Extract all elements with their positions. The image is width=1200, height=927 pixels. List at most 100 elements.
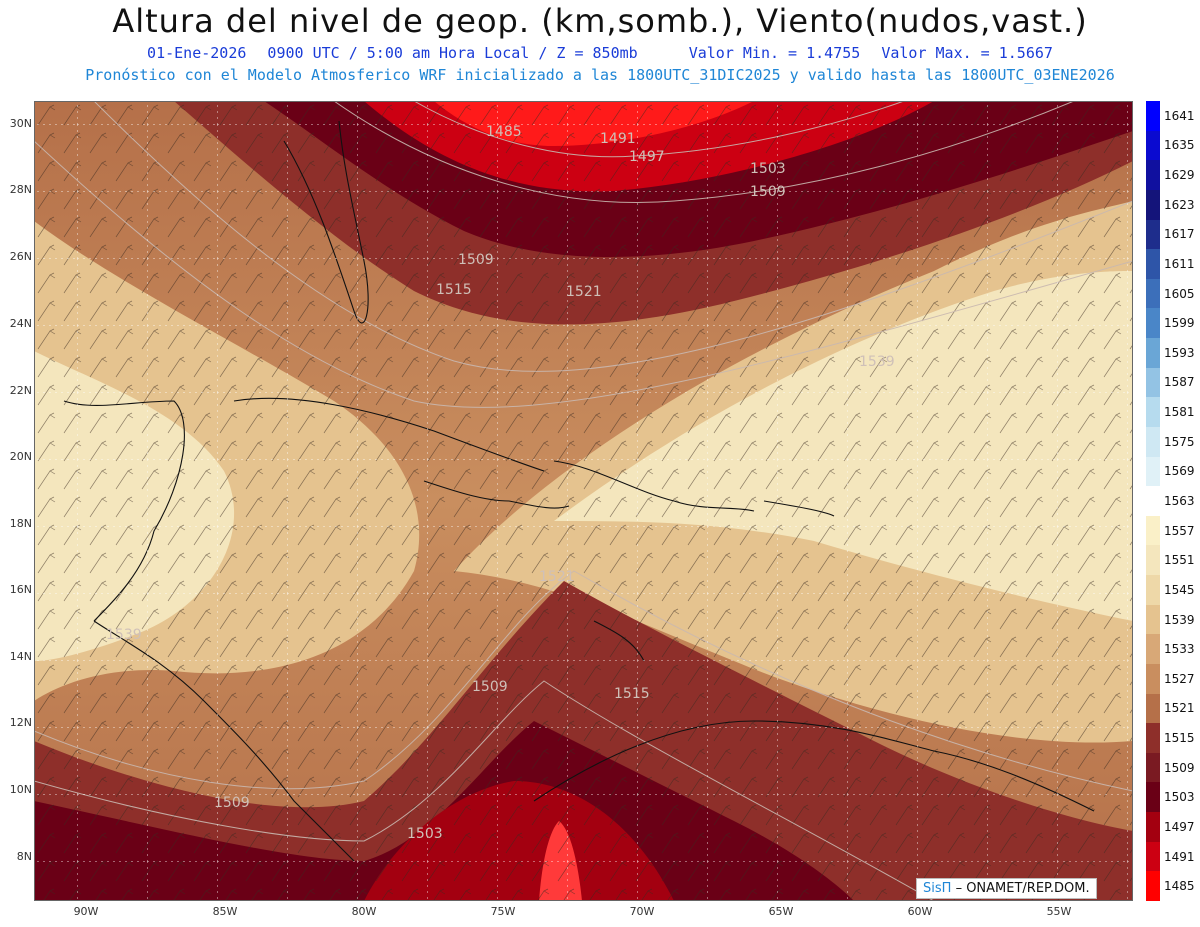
lat-tick-label: 26N xyxy=(9,250,32,263)
colorbar-segment xyxy=(1146,338,1160,369)
colorbar-label: 1575 xyxy=(1164,434,1195,449)
contour-label: 1539 xyxy=(106,627,142,643)
credit-box: SisΠ – ONAMET/REP.DOM. xyxy=(916,878,1097,899)
colorbar-segment xyxy=(1146,782,1160,813)
colorbar-label: 1569 xyxy=(1164,464,1195,479)
lon-tick-label: 80W xyxy=(351,905,377,918)
colorbar-segment xyxy=(1146,545,1160,576)
colorbar-segment xyxy=(1146,871,1160,902)
colorbar-segment xyxy=(1146,723,1160,754)
colorbar xyxy=(1146,101,1160,902)
contour-label: 1515 xyxy=(614,686,650,702)
colorbar-label: 1539 xyxy=(1164,612,1195,627)
min-value: Valor Min. = 1.4755 xyxy=(688,44,861,62)
geopotential-map: 1485 1491 1497 1503 1509 1509 1515 1521 … xyxy=(34,101,1133,901)
colorbar-label: 1581 xyxy=(1164,405,1195,420)
colorbar-label: 1497 xyxy=(1164,819,1195,834)
contour-label-group: 1485 1491 1497 1503 1509 1509 1515 1521 … xyxy=(106,124,895,842)
contour-label: 1515 xyxy=(436,282,472,298)
contour-label: 1497 xyxy=(629,149,665,165)
colorbar-segment xyxy=(1146,278,1160,309)
colorbar-label: 1611 xyxy=(1164,256,1195,271)
onamet-label: – ONAMET/REP.DOM. xyxy=(955,881,1090,896)
colorbar-segment xyxy=(1146,515,1160,546)
colorbar-label: 1545 xyxy=(1164,582,1195,597)
colorbar-label: 1509 xyxy=(1164,760,1195,775)
map-canvas: 1485 1491 1497 1503 1509 1509 1515 1521 … xyxy=(34,101,1133,901)
lat-tick-label: 16N xyxy=(9,583,32,596)
contour-label: 1521 xyxy=(566,284,602,300)
colorbar-label: 1587 xyxy=(1164,375,1195,390)
lat-tick-label: 20N xyxy=(9,450,32,463)
colorbar-segment xyxy=(1146,367,1160,398)
lat-tick-label: 28N xyxy=(9,183,32,196)
colorbar-label: 1527 xyxy=(1164,671,1195,686)
contour-label: 1485 xyxy=(486,124,522,140)
sispi-logo: SisΠ xyxy=(923,881,952,896)
colorbar-label: 1593 xyxy=(1164,345,1195,360)
colorbar-label: 1533 xyxy=(1164,642,1195,657)
contour-label: 1509 xyxy=(472,679,508,695)
colorbar-segment xyxy=(1146,189,1160,220)
colorbar-label: 1623 xyxy=(1164,197,1195,212)
colorbar-label: 1503 xyxy=(1164,790,1195,805)
colorbar-segment xyxy=(1146,456,1160,487)
colorbar-segment xyxy=(1146,663,1160,695)
colorbar-segment xyxy=(1146,752,1160,783)
colorbar-segment xyxy=(1146,841,1160,872)
colorbar-label: 1491 xyxy=(1164,849,1195,864)
colorbar-segment xyxy=(1146,634,1160,665)
colorbar-label: 1551 xyxy=(1164,553,1195,568)
lat-tick-label: 18N xyxy=(9,517,32,530)
colorbar-label: 1515 xyxy=(1164,731,1195,746)
colorbar-segment xyxy=(1146,426,1160,458)
lat-tick-label: 24N xyxy=(9,317,32,330)
lon-tick-label: 70W xyxy=(629,905,655,918)
colorbar-segment xyxy=(1146,812,1160,843)
lat-tick-label: 30N xyxy=(9,117,32,130)
colorbar-label: 1635 xyxy=(1164,138,1195,153)
lon-tick-label: 90W xyxy=(73,905,99,918)
colorbar-label: 1521 xyxy=(1164,701,1195,716)
colorbar-segment xyxy=(1146,130,1160,161)
model-info-line: Pronóstico con el Modelo Atmosferico WRF… xyxy=(85,66,1115,84)
lat-tick-label: 10N xyxy=(9,783,32,796)
map-frame xyxy=(34,101,1133,901)
contour-label: 1491 xyxy=(600,131,636,147)
max-value: Valor Max. = 1.5667 xyxy=(881,44,1053,62)
lat-tick-label: 8N xyxy=(16,850,32,863)
colorbar-segment xyxy=(1146,219,1160,250)
colorbar-segment xyxy=(1146,101,1160,132)
lon-tick-label: 85W xyxy=(212,905,238,918)
colorbar-label: 1557 xyxy=(1164,523,1195,538)
colorbar-label: 1485 xyxy=(1164,879,1195,894)
colorbar-segment xyxy=(1146,693,1160,724)
lon-tick-label: 75W xyxy=(490,905,516,918)
lat-tick-label: 14N xyxy=(9,650,32,663)
lon-tick-label: 55W xyxy=(1046,905,1072,918)
valid-time-line: 01-Ene-2026 0900 UTC / 5:00 am Hora Loca… xyxy=(0,44,1200,62)
colorbar-label: 1617 xyxy=(1164,227,1195,242)
lon-tick-label: 60W xyxy=(907,905,933,918)
colorbar-segment xyxy=(1146,308,1160,339)
forecast-time: 0900 UTC / 5:00 am Hora Local / Z = 850m… xyxy=(267,44,638,62)
colorbar-segment xyxy=(1146,249,1160,280)
contour-label: 1509 xyxy=(458,252,494,268)
lon-tick-label: 65W xyxy=(768,905,794,918)
colorbar-label: 1629 xyxy=(1164,168,1195,183)
colorbar-label: 1599 xyxy=(1164,316,1195,331)
lat-tick-label: 22N xyxy=(9,384,32,397)
contour-label: 1521 xyxy=(539,569,575,585)
colorbar-label: 1605 xyxy=(1164,286,1195,301)
contour-label: 1503 xyxy=(750,161,786,177)
colorbar-label: 1641 xyxy=(1164,108,1195,123)
colorbar-segment xyxy=(1146,160,1160,191)
forecast-date: 01-Ene-2026 xyxy=(147,44,247,62)
latlon-grid xyxy=(34,101,1133,901)
colorbar-segment xyxy=(1146,486,1160,517)
colorbar-segment xyxy=(1146,604,1160,635)
colorbar-segment xyxy=(1146,575,1160,606)
contour-label: 1539 xyxy=(859,354,895,370)
contour-label: 1509 xyxy=(214,795,250,811)
colorbar-label: 1563 xyxy=(1164,494,1195,508)
